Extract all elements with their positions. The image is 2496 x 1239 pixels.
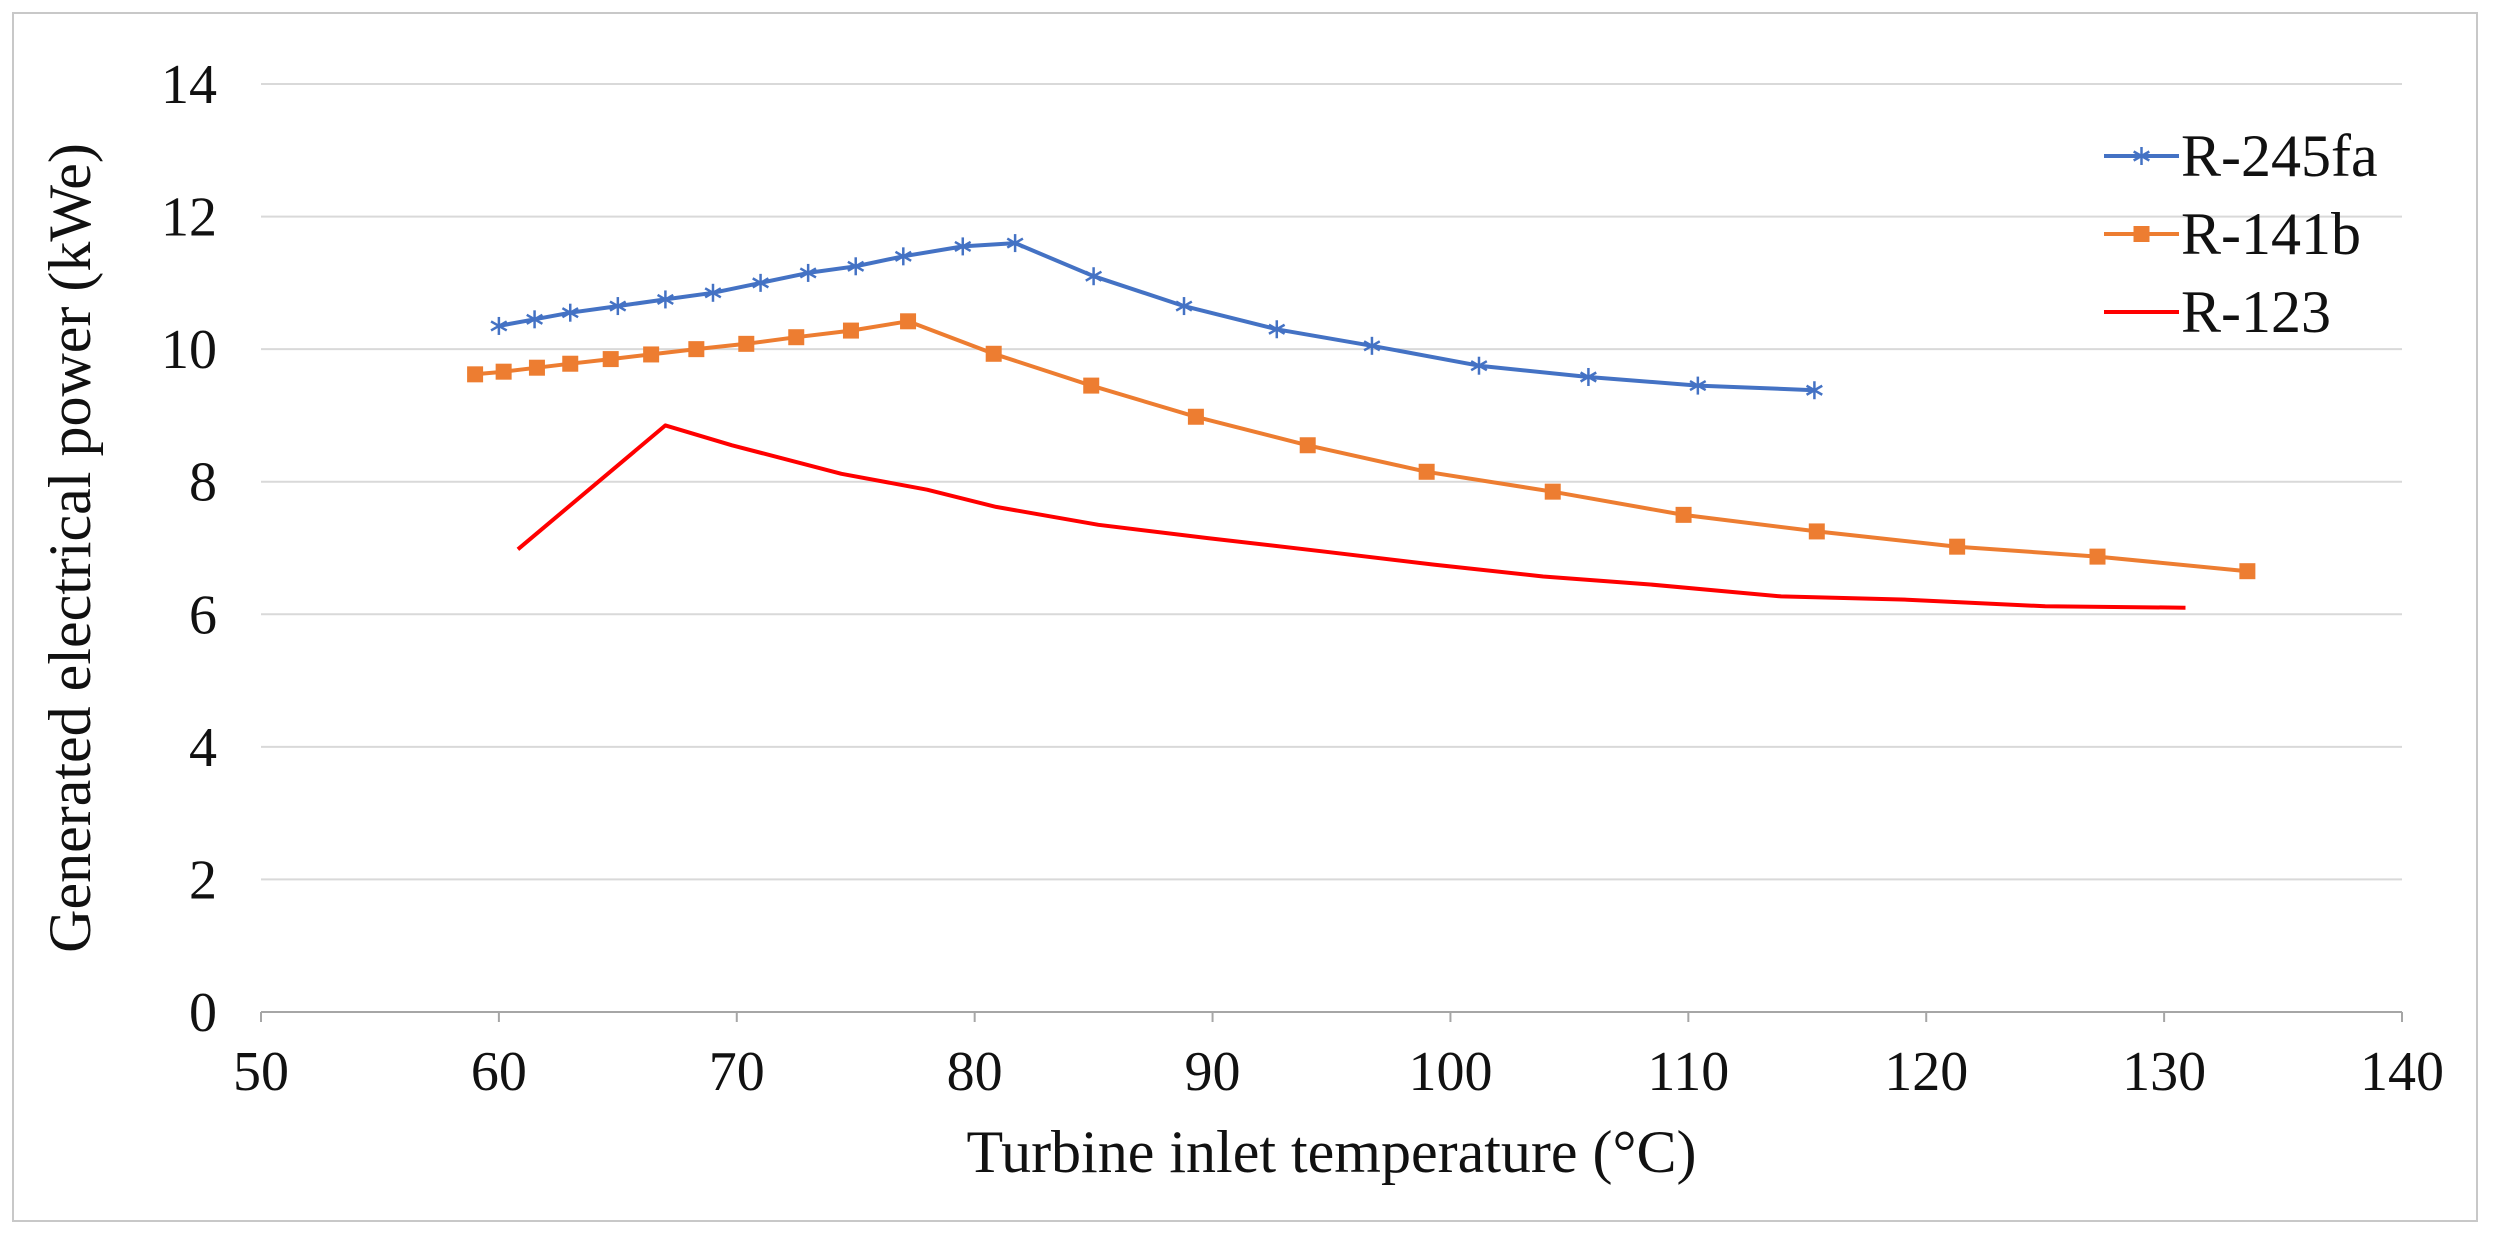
data-point-r-141b [643, 346, 660, 363]
legend-item-r-141b: R-141b [2104, 201, 2361, 267]
data-point-r-245fa [1805, 381, 1823, 400]
legend-label-r-123: R-123 [2181, 279, 2331, 345]
data-point-r-141b [602, 351, 619, 368]
legend: R-245fa R-141b R-123 [2104, 123, 2378, 345]
data-point-r-245fa [561, 303, 579, 322]
chart-frame: 0 2 4 6 8 10 12 14 50 60 70 80 90 100 110 120 130 140 R-2… [12, 12, 2478, 1222]
series-line-r-123 [516, 423, 2186, 610]
series-layer [467, 234, 2256, 610]
y-tick-label: 4 [189, 717, 217, 779]
data-point-r-141b [562, 355, 579, 372]
data-point-r-141b [1083, 377, 1100, 394]
data-point-r-245fa [490, 316, 508, 335]
data-point-r-141b [1187, 408, 1204, 425]
x-tick-label: 100 [1408, 1041, 1492, 1103]
data-point-r-245fa [656, 290, 674, 309]
data-point-r-141b [1808, 523, 1825, 540]
y-tick-label: 10 [161, 319, 217, 381]
data-point-r-245fa [752, 273, 770, 292]
data-point-r-245fa [799, 263, 817, 282]
data-point-r-245fa [1579, 367, 1597, 386]
data-point-r-245fa [1085, 267, 1103, 286]
data-point-r-141b [528, 359, 545, 376]
x-tick-label: 110 [1647, 1041, 1729, 1103]
data-point-r-245fa [704, 283, 722, 302]
series-r-245fa [490, 234, 1823, 400]
data-point-r-141b [1675, 506, 1692, 523]
y-tick-label: 8 [189, 452, 217, 514]
data-point-r-141b [1418, 463, 1435, 480]
y-tick-label: 14 [161, 54, 217, 116]
data-point-r-141b [1544, 483, 1561, 500]
y-tick-label: 2 [189, 849, 217, 911]
legend-item-r-123: R-123 [2104, 279, 2331, 345]
data-point-r-141b [788, 329, 805, 346]
grid-layer [261, 83, 2402, 881]
data-point-r-245fa [1006, 234, 1024, 253]
x-tick-label: 140 [2360, 1041, 2444, 1103]
data-point-r-245fa [609, 297, 627, 316]
data-point-r-245fa [954, 237, 972, 256]
data-point-r-141b [1949, 538, 1966, 555]
x-tick-label: 130 [2122, 1041, 2206, 1103]
y-tick-label: 12 [161, 187, 217, 249]
data-point-r-141b [2089, 548, 2106, 565]
x-tick-label: 80 [947, 1041, 1003, 1103]
data-point-r-245fa [847, 257, 865, 276]
y-tick-label: 6 [189, 584, 217, 646]
data-point-r-141b [738, 335, 755, 352]
data-point-r-245fa [1470, 356, 1488, 375]
legend-marker-r-245fa [2133, 147, 2150, 165]
legend-item-r-245fa: R-245fa [2104, 123, 2378, 189]
x-axis-title: Turbine inlet temperature (°C) [967, 1119, 1697, 1185]
axis-layer: 0 2 4 6 8 10 12 14 50 60 70 80 90 100 110 120 130 140 [161, 54, 2444, 1103]
data-point-r-141b [688, 341, 705, 358]
data-point-r-245fa [1268, 320, 1286, 339]
y-axis-title: Generated electrical power (kWe) [37, 143, 103, 953]
data-point-r-141b [1299, 437, 1316, 454]
data-point-r-245fa [894, 247, 912, 266]
data-point-r-141b [2239, 563, 2256, 580]
x-tick-label: 60 [471, 1041, 527, 1103]
data-point-r-141b [900, 313, 917, 330]
y-tick-label: 0 [189, 982, 217, 1044]
x-tick-label: 50 [233, 1041, 289, 1103]
x-tick-label: 70 [709, 1041, 765, 1103]
series-r-123 [516, 423, 2186, 610]
data-point-r-141b [985, 345, 1002, 362]
legend-label-r-141b: R-141b [2181, 201, 2361, 267]
legend-marker-r-141b [2133, 226, 2150, 242]
x-tick-label: 90 [1185, 1041, 1241, 1103]
x-tick-label: 120 [1884, 1041, 1968, 1103]
line-chart: 0 2 4 6 8 10 12 14 50 60 70 80 90 100 110 120 130 140 R-2… [37, 54, 2444, 1185]
data-point-r-245fa [1689, 376, 1707, 395]
series-line-r-245fa [498, 241, 1815, 393]
data-point-r-245fa [526, 310, 544, 329]
series-line-r-141b [474, 319, 2248, 574]
data-point-r-141b [467, 366, 484, 383]
legend-label-r-245fa: R-245fa [2181, 123, 2378, 189]
series-r-141b [467, 313, 2256, 580]
data-point-r-141b [495, 363, 512, 380]
data-point-r-245fa [1363, 336, 1381, 355]
data-point-r-141b [842, 322, 859, 339]
data-point-r-245fa [1175, 297, 1193, 316]
